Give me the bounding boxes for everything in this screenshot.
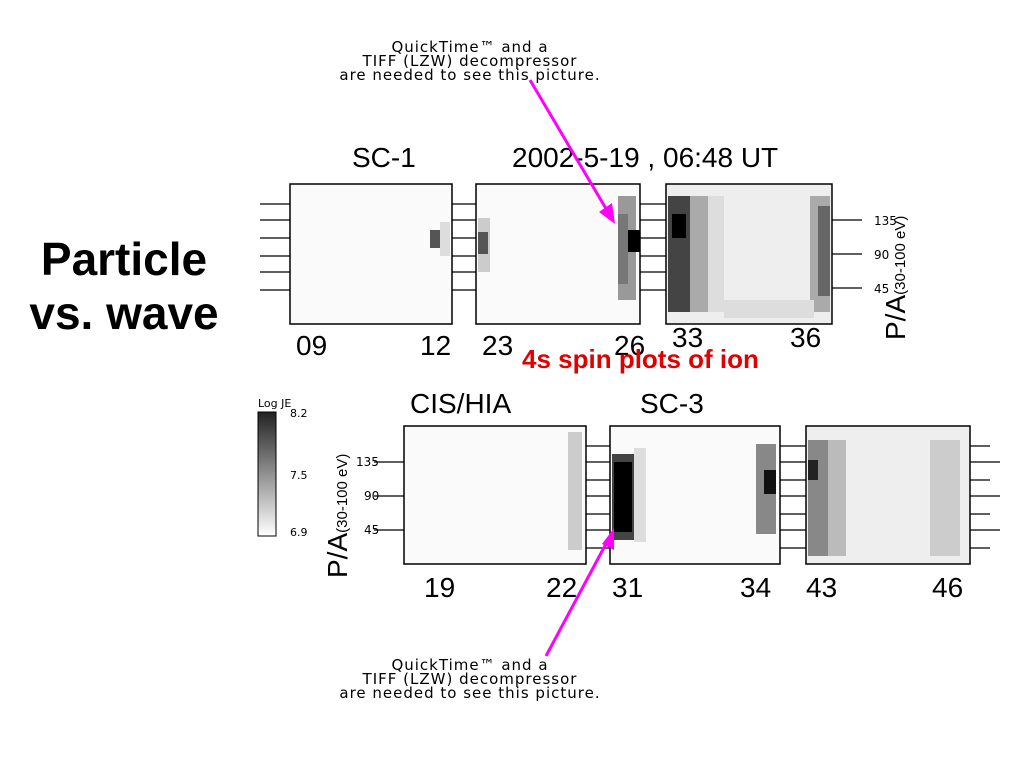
top-y-tick-45: 45 (874, 282, 890, 296)
top-y-tick-135: 135 (874, 214, 897, 228)
colorbar-title: Log JE (258, 397, 292, 410)
colorbar-min-label: 6.9 (290, 526, 308, 539)
top-spin-plot-1 (289, 183, 453, 325)
quicktime-line-1: QuickTime™ and a (391, 38, 549, 56)
slide-title: Particle vs. wave (14, 232, 234, 340)
bottom-spin-plot-1 (403, 425, 587, 565)
bottom-tick-marks (374, 445, 1000, 549)
top-sc-label: SC-1 (352, 142, 416, 173)
bottom-spin-plot-3 (805, 425, 971, 565)
top-x-tick-5: 36 (790, 322, 822, 353)
bottom-arrow-head (602, 528, 614, 550)
colorbar-mid-label: 7.5 (290, 469, 308, 482)
top-arrow-head (599, 203, 615, 224)
colorbar (257, 411, 277, 537)
bottom-y-tick-45: 45 (364, 523, 380, 537)
top-tick-marks (260, 203, 862, 291)
slide-title-line-1: Particle (40, 233, 208, 285)
bottom-y-tick-135: 135 (356, 455, 379, 469)
top-date-label: 2002-5-19 , 06:48 UT (512, 142, 779, 173)
arrows (528, 79, 615, 657)
bottom-spin-plot-2 (609, 425, 781, 565)
top-x-tick-3: 26 (614, 330, 646, 361)
bottom-y-tick-90: 90 (364, 489, 380, 503)
quicktime-line-1: QuickTime™ and a (391, 656, 549, 674)
quicktime-line-2: TIFF (LZW) decompressor (362, 670, 578, 688)
top-x-tick-4: 33 (672, 322, 704, 353)
bottom-x-tick-1: 22 (546, 572, 578, 603)
bottom-instrument-label: CIS/HIA (410, 388, 512, 419)
bottom-x-tick-2: 31 (612, 572, 644, 603)
top-spin-plot-2 (475, 183, 641, 325)
slide-title-line-2: vs. wave (29, 287, 219, 339)
bottom-x-tick-0: 19 (424, 572, 456, 603)
colorbar-max-label: 8.2 (290, 407, 308, 420)
bottom-x-tick-4: 43 (806, 572, 838, 603)
bottom-x-tick-3: 34 (740, 572, 772, 603)
top-spin-plot-3 (665, 183, 833, 325)
top-y-tick-90: 90 (874, 248, 890, 262)
quicktime-line-2: TIFF (LZW) decompressor (362, 52, 578, 70)
quicktime-line-3: are needed to see this picture. (339, 684, 601, 702)
bottom-sc-label: SC-3 (640, 388, 704, 419)
top-arrow-line (528, 79, 610, 213)
top-x-tick-0: 09 (296, 330, 328, 361)
caption: 4s spin plots of ion (522, 344, 759, 374)
quicktime-placeholder-bottom: QuickTime™ and a TIFF (LZW) decompressor… (230, 656, 710, 702)
top-x-tick-2: 23 (482, 330, 514, 361)
bottom-x-tick-5: 46 (932, 572, 964, 603)
top-x-tick-1: 12 (420, 330, 452, 361)
quicktime-placeholder-top: QuickTime™ and a TIFF (LZW) decompressor… (230, 38, 710, 84)
bottom-arrow-line (544, 539, 610, 657)
quicktime-line-3: are needed to see this picture. (339, 66, 601, 84)
